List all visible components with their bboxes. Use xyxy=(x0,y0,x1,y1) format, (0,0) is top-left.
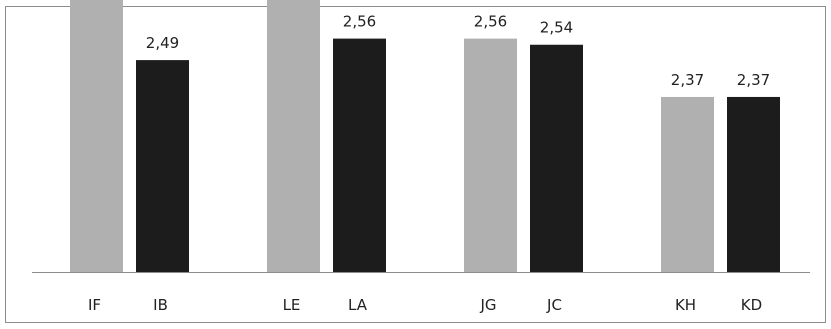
data-label-jg: 2,56 xyxy=(474,13,507,31)
data-label-la: 2,56 xyxy=(343,13,376,31)
tick-label-jc: JC xyxy=(546,296,562,314)
tick-labels-group: IF IB LE LA JG JC KH KD xyxy=(88,296,762,314)
bar-kh xyxy=(661,96,714,272)
tick-label-la: LA xyxy=(348,296,368,314)
data-label-kd: 2,37 xyxy=(737,71,770,89)
bar-if xyxy=(70,0,123,273)
data-label-jc: 2,54 xyxy=(540,19,573,37)
bar-kd xyxy=(727,96,780,272)
data-label-kh: 2,37 xyxy=(671,71,704,89)
data-label-ib: 2,49 xyxy=(146,34,179,52)
tick-label-le: LE xyxy=(283,296,301,314)
tick-label-kh: KH xyxy=(675,296,696,314)
bar-jg xyxy=(464,38,517,272)
bar-ib xyxy=(136,60,189,273)
tick-label-jg: JG xyxy=(479,296,496,314)
tick-label-if: IF xyxy=(88,296,101,314)
tick-label-ib: IB xyxy=(153,296,168,314)
tick-label-kd: KD xyxy=(741,296,762,314)
bar-le xyxy=(267,0,320,272)
bar-la xyxy=(333,38,386,272)
data-labels-group: 2,692,492,792,562,562,542,372,37 xyxy=(146,13,770,89)
bars-group xyxy=(70,0,780,273)
bar-jc xyxy=(530,44,583,272)
